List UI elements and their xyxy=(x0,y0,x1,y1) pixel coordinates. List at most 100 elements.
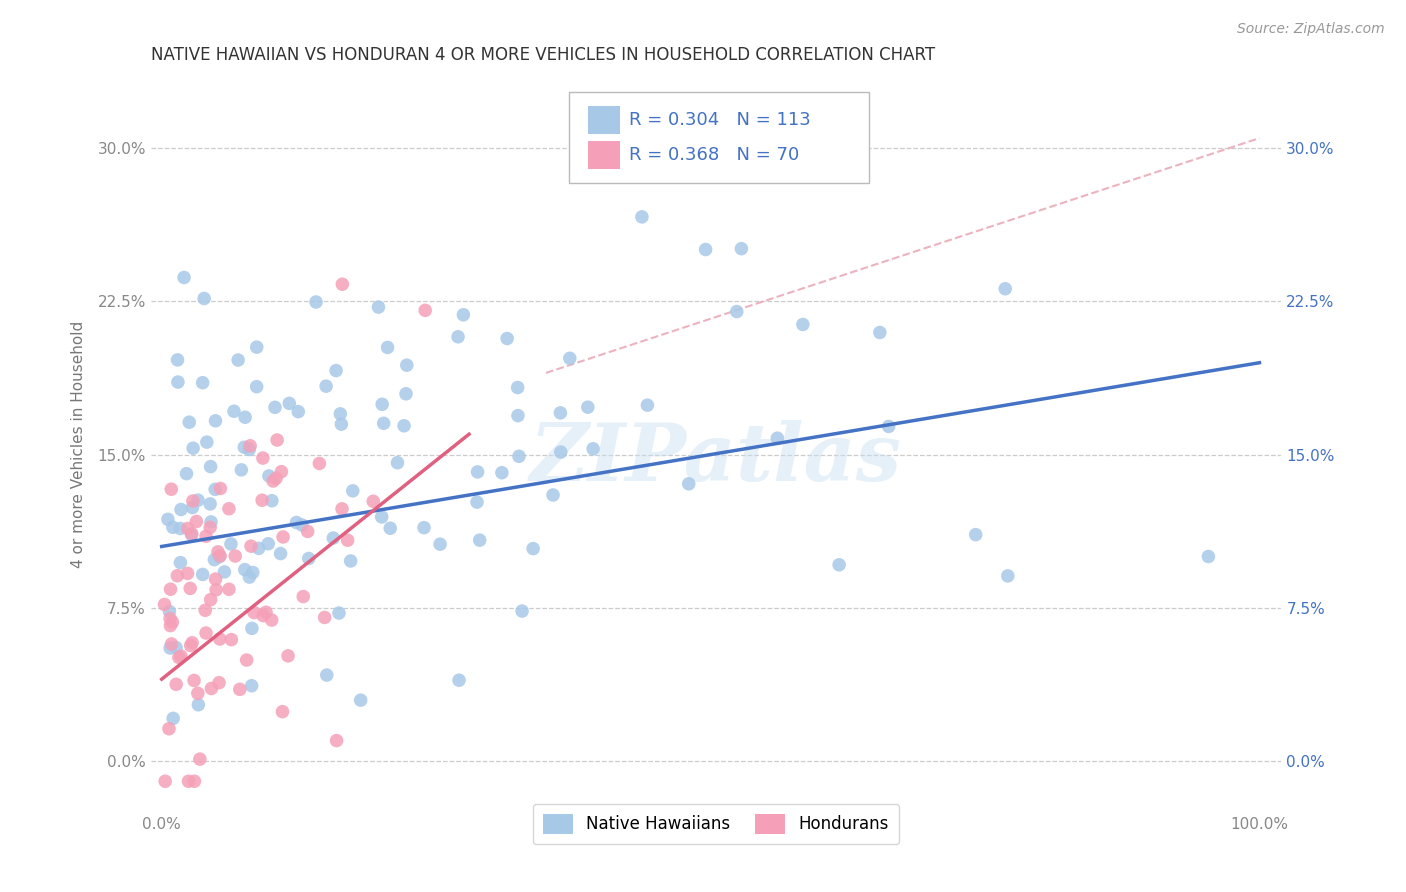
Point xyxy=(508,450,530,464)
Point xyxy=(180,527,202,541)
Point xyxy=(238,570,260,584)
Point xyxy=(191,567,214,582)
Point xyxy=(170,649,193,664)
Point xyxy=(221,632,243,647)
Point xyxy=(209,482,232,496)
Point xyxy=(766,431,789,445)
Point xyxy=(965,527,987,541)
Point xyxy=(373,417,395,431)
Point xyxy=(270,465,292,479)
Point xyxy=(254,605,277,619)
Point xyxy=(194,603,217,617)
Point xyxy=(297,524,319,539)
Point xyxy=(869,326,891,340)
Point xyxy=(792,318,814,332)
Point xyxy=(229,682,252,697)
Point xyxy=(162,711,184,725)
Point xyxy=(167,375,190,389)
Point xyxy=(209,549,232,563)
Point xyxy=(200,515,222,529)
Point xyxy=(257,537,280,551)
Text: R = 0.368   N = 70: R = 0.368 N = 70 xyxy=(628,145,799,164)
Point xyxy=(170,502,193,516)
Point xyxy=(240,621,263,635)
Point xyxy=(195,626,218,640)
Point xyxy=(183,673,205,688)
Point xyxy=(877,419,900,434)
Point xyxy=(558,351,581,366)
Point xyxy=(252,608,274,623)
Point xyxy=(371,397,394,411)
Point xyxy=(165,640,187,655)
Point xyxy=(447,673,470,688)
Point xyxy=(181,441,204,455)
Point xyxy=(325,733,347,747)
Point xyxy=(339,554,361,568)
Point xyxy=(377,341,399,355)
Point xyxy=(167,650,190,665)
Point xyxy=(330,277,353,292)
Point xyxy=(157,722,180,736)
Point xyxy=(208,549,231,564)
Point xyxy=(453,308,475,322)
Point xyxy=(582,442,605,456)
Point xyxy=(153,774,176,789)
Point xyxy=(828,558,851,572)
Point xyxy=(285,516,308,530)
Point xyxy=(252,450,274,465)
Point xyxy=(305,295,328,310)
Point xyxy=(465,495,488,509)
Bar xyxy=(588,106,620,134)
Point xyxy=(200,681,222,696)
Point xyxy=(173,270,195,285)
Point xyxy=(395,386,418,401)
FancyBboxPatch shape xyxy=(569,92,869,184)
Point xyxy=(370,510,392,524)
Point xyxy=(730,242,752,256)
Point xyxy=(183,774,205,789)
Point xyxy=(247,541,270,556)
Point xyxy=(239,439,262,453)
Point xyxy=(218,582,240,597)
Point xyxy=(468,533,491,548)
Point xyxy=(181,636,204,650)
Point xyxy=(181,494,204,508)
Point xyxy=(191,376,214,390)
Point xyxy=(159,618,181,632)
Point xyxy=(491,466,513,480)
Point xyxy=(329,407,352,421)
Point xyxy=(260,493,283,508)
Text: R = 0.304   N = 113: R = 0.304 N = 113 xyxy=(628,112,811,129)
Point xyxy=(550,445,572,459)
Point xyxy=(159,640,181,655)
Point xyxy=(157,605,180,619)
Point xyxy=(506,380,529,394)
Point xyxy=(447,330,470,344)
Point xyxy=(314,610,336,624)
Bar xyxy=(588,141,620,169)
Text: NATIVE HAWAIIAN VS HONDURAN 4 OR MORE VEHICLES IN HOUSEHOLD CORRELATION CHART: NATIVE HAWAIIAN VS HONDURAN 4 OR MORE VE… xyxy=(150,46,935,64)
Point xyxy=(308,457,330,471)
Point xyxy=(202,552,225,566)
Point xyxy=(193,292,215,306)
Point xyxy=(224,549,246,563)
Point xyxy=(195,529,218,543)
Point xyxy=(235,653,257,667)
Point xyxy=(506,409,529,423)
Point xyxy=(550,406,572,420)
Legend: Native Hawaiians, Hondurans: Native Hawaiians, Hondurans xyxy=(533,804,900,844)
Point xyxy=(240,539,263,553)
Point xyxy=(367,300,389,314)
Point xyxy=(997,569,1019,583)
Point xyxy=(160,482,183,496)
Point xyxy=(278,396,301,410)
Point xyxy=(240,679,263,693)
Point xyxy=(205,582,228,597)
Point xyxy=(246,380,269,394)
Point xyxy=(243,606,266,620)
Point xyxy=(204,414,226,428)
Point xyxy=(204,572,226,586)
Point xyxy=(264,401,287,415)
Point xyxy=(336,533,359,548)
Point xyxy=(328,606,350,620)
